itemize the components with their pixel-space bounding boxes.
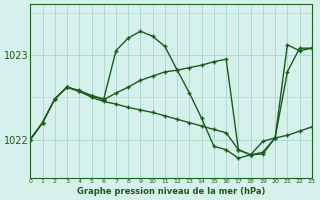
X-axis label: Graphe pression niveau de la mer (hPa): Graphe pression niveau de la mer (hPa) bbox=[77, 187, 265, 196]
